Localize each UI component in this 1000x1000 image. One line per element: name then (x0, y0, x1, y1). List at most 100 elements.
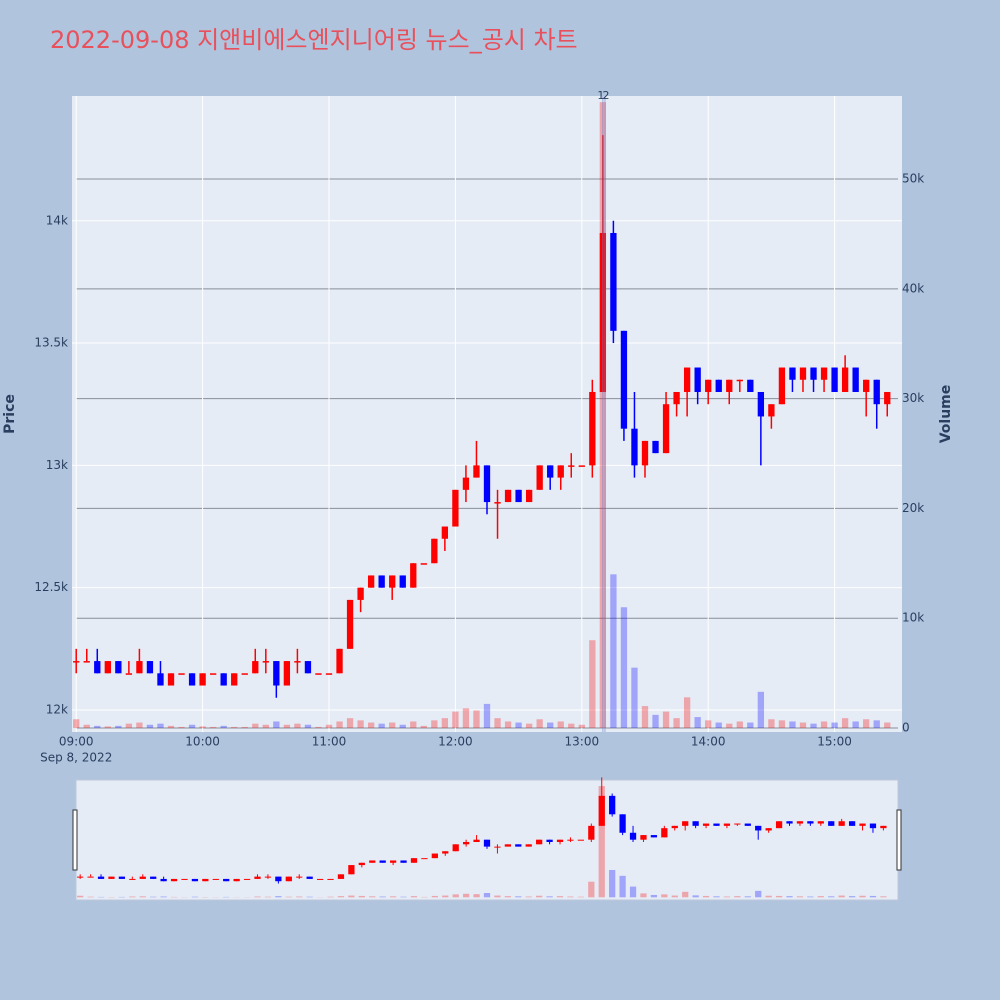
volume-bar (694, 717, 701, 729)
y2-tick-label: 20k (902, 501, 924, 515)
volume-bar (104, 726, 111, 729)
slider-candle-body (692, 821, 699, 826)
slider-candle-body (556, 839, 564, 842)
slider-volume-bar (150, 896, 157, 898)
slider-candle-body (254, 876, 261, 879)
slider-candle-body (629, 832, 637, 840)
candle-body (536, 465, 543, 490)
volume-bar (631, 667, 638, 729)
candle-body (547, 465, 554, 478)
volume-bar (641, 706, 649, 729)
slider-volume-bar (755, 890, 762, 898)
slider-volume-bar (859, 895, 866, 898)
candle-body (315, 673, 322, 675)
volume-bar (94, 725, 101, 729)
slider-candle-body (170, 878, 178, 882)
slider-candle-body (150, 876, 157, 879)
slider-candle-body (316, 878, 324, 880)
slider-candle-body (744, 823, 751, 826)
candle-body (209, 673, 217, 675)
volume-bar (473, 710, 480, 729)
slider-candle-body (285, 876, 292, 882)
volume-bar (231, 726, 238, 729)
slider-candle-body (243, 878, 251, 880)
candle-body (705, 379, 712, 392)
slider-volume-bar (650, 894, 658, 898)
slider-candle-body (129, 878, 136, 880)
volume-bar (199, 726, 206, 729)
volume-bar (536, 719, 543, 729)
volume-bar (483, 703, 491, 729)
slider-volume-bar (296, 896, 303, 898)
slider-volume-bar (254, 896, 261, 898)
candle-body (884, 391, 891, 405)
y-tick-label: 12k (46, 702, 68, 716)
candle-body (557, 465, 564, 478)
candle-body (104, 661, 111, 674)
volume-bar (841, 718, 849, 729)
slider-candle-body (525, 844, 532, 847)
candle-body (420, 563, 427, 565)
candle-body (504, 489, 512, 503)
x-tick-label: 14:00 (691, 735, 726, 749)
volume-bar (420, 725, 427, 729)
candle-body (178, 673, 185, 675)
slider-volume-bar (702, 895, 710, 898)
slider-volume-bar (880, 896, 887, 898)
volume-bar (452, 711, 459, 729)
volume-bar (515, 722, 522, 729)
slider-volume-bar (661, 894, 668, 898)
volume-bar (399, 724, 406, 729)
slider-candle-body (442, 851, 449, 854)
slider-candle-body (327, 878, 334, 880)
candle-body (662, 404, 670, 454)
candle-body (199, 673, 206, 686)
candle-body (820, 367, 828, 380)
slider-volume-bar (692, 895, 699, 898)
volume-bar (441, 718, 449, 729)
slider-candle-body (546, 839, 553, 842)
y-tick-label: 13k (46, 458, 68, 472)
slider-candle-body (400, 860, 407, 863)
slider-volume-bar (807, 896, 814, 898)
volume-bar (884, 722, 891, 729)
volume-bar (73, 719, 80, 729)
candle-body (831, 367, 838, 392)
slider-volume-bar (598, 786, 605, 898)
slider-candle-body (682, 821, 689, 826)
slider-volume-bar (327, 896, 334, 898)
volume-bar (673, 718, 680, 729)
candle-body (441, 526, 449, 539)
slider-volume-bar (713, 896, 720, 898)
candle-body (525, 489, 533, 503)
slider-volume-bar (473, 894, 480, 898)
slider-volume-bar (285, 896, 292, 898)
y2-tick-label: 30k (902, 391, 924, 405)
slider-candle-body (463, 842, 470, 845)
slider-candle-body (358, 862, 365, 866)
volume-bar (789, 721, 796, 729)
slider-volume-bar (494, 895, 501, 898)
annotation-label: 2 (602, 89, 609, 102)
slider-candle-body (160, 878, 167, 882)
volume-bar (683, 697, 691, 729)
volume-bar (178, 726, 185, 729)
volume-bar (146, 724, 154, 729)
volume-bar (873, 720, 880, 729)
slider-volume-bar (796, 896, 804, 898)
candle-body (589, 391, 596, 466)
candle-body (115, 661, 122, 674)
candle-body (273, 661, 280, 686)
volume-bar (357, 720, 364, 729)
candle-body (694, 367, 701, 392)
slider-volume-bar (400, 896, 407, 898)
y2-tick-label: 40k (902, 281, 924, 295)
slider-volume-bar (640, 893, 647, 898)
candle-body (252, 661, 259, 674)
slider-candle-body (609, 795, 616, 815)
candle-body (157, 673, 164, 686)
slider-candle-body (212, 878, 219, 880)
volume-bar (283, 724, 291, 729)
candle-body (747, 379, 754, 392)
candle-body (294, 661, 301, 663)
